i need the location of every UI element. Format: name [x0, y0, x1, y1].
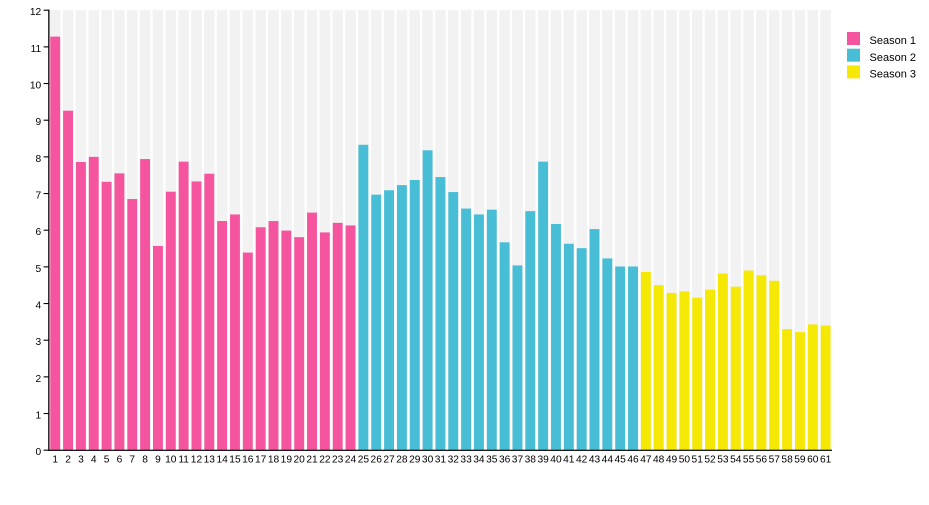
- svg-text:1: 1: [36, 410, 42, 421]
- svg-text:30: 30: [422, 454, 434, 465]
- svg-text:9: 9: [36, 117, 42, 128]
- svg-text:20: 20: [294, 454, 306, 465]
- svg-text:55: 55: [743, 454, 755, 465]
- svg-text:42: 42: [576, 454, 588, 465]
- svg-text:59: 59: [794, 454, 806, 465]
- svg-text:43: 43: [589, 454, 601, 465]
- svg-text:16: 16: [242, 454, 254, 465]
- svg-text:8: 8: [142, 454, 148, 465]
- svg-text:31: 31: [435, 454, 447, 465]
- svg-text:61: 61: [820, 454, 832, 465]
- svg-text:8: 8: [36, 154, 42, 165]
- svg-text:10: 10: [165, 454, 177, 465]
- svg-text:53: 53: [717, 454, 729, 465]
- svg-text:28: 28: [396, 454, 408, 465]
- svg-text:12: 12: [30, 7, 42, 18]
- svg-text:7: 7: [129, 454, 135, 465]
- svg-text:19: 19: [281, 454, 293, 465]
- svg-text:35: 35: [486, 454, 498, 465]
- svg-text:49: 49: [666, 454, 678, 465]
- svg-text:56: 56: [756, 454, 768, 465]
- svg-text:Season 1: Season 1: [870, 35, 916, 47]
- svg-text:4: 4: [36, 300, 42, 311]
- svg-text:10: 10: [30, 80, 42, 91]
- svg-text:47: 47: [640, 454, 652, 465]
- svg-text:29: 29: [409, 454, 421, 465]
- svg-text:11: 11: [178, 454, 189, 465]
- svg-text:23: 23: [332, 454, 344, 465]
- svg-text:32: 32: [448, 454, 460, 465]
- svg-text:13: 13: [204, 454, 216, 465]
- svg-text:24: 24: [345, 454, 357, 465]
- svg-text:3: 3: [36, 337, 42, 348]
- svg-text:39: 39: [537, 454, 549, 465]
- svg-text:44: 44: [602, 454, 614, 465]
- svg-text:5: 5: [104, 454, 110, 465]
- svg-text:50: 50: [679, 454, 691, 465]
- svg-text:17: 17: [255, 454, 267, 465]
- svg-text:Season 3: Season 3: [870, 69, 916, 81]
- svg-text:58: 58: [781, 454, 793, 465]
- svg-text:41: 41: [563, 454, 575, 465]
- svg-text:15: 15: [229, 454, 241, 465]
- svg-text:38: 38: [525, 454, 537, 465]
- svg-text:60: 60: [807, 454, 819, 465]
- svg-text:25: 25: [358, 454, 370, 465]
- svg-text:51: 51: [692, 454, 704, 465]
- svg-text:4: 4: [91, 454, 97, 465]
- svg-text:33: 33: [460, 454, 472, 465]
- svg-text:3: 3: [78, 454, 84, 465]
- svg-text:0: 0: [36, 447, 42, 458]
- svg-text:46: 46: [627, 454, 639, 465]
- svg-text:14: 14: [216, 454, 228, 465]
- svg-text:27: 27: [383, 454, 395, 465]
- svg-text:34: 34: [473, 454, 485, 465]
- svg-text:57: 57: [769, 454, 781, 465]
- svg-text:40: 40: [550, 454, 562, 465]
- svg-text:26: 26: [371, 454, 383, 465]
- svg-text:1: 1: [52, 454, 58, 465]
- svg-text:54: 54: [730, 454, 742, 465]
- svg-text:11: 11: [31, 44, 42, 55]
- svg-text:2: 2: [36, 374, 42, 385]
- svg-text:22: 22: [319, 454, 331, 465]
- svg-text:36: 36: [499, 454, 511, 465]
- svg-text:52: 52: [704, 454, 716, 465]
- svg-text:37: 37: [512, 454, 524, 465]
- svg-text:2: 2: [65, 454, 71, 465]
- svg-text:18: 18: [268, 454, 280, 465]
- svg-text:21: 21: [306, 454, 318, 465]
- svg-text:45: 45: [615, 454, 627, 465]
- svg-text:7: 7: [36, 190, 42, 201]
- svg-text:Season 2: Season 2: [870, 52, 916, 64]
- svg-text:6: 6: [117, 454, 123, 465]
- svg-text:6: 6: [36, 227, 42, 238]
- svg-text:48: 48: [653, 454, 665, 465]
- svg-text:12: 12: [191, 454, 203, 465]
- svg-text:5: 5: [36, 264, 42, 275]
- svg-text:9: 9: [155, 454, 161, 465]
